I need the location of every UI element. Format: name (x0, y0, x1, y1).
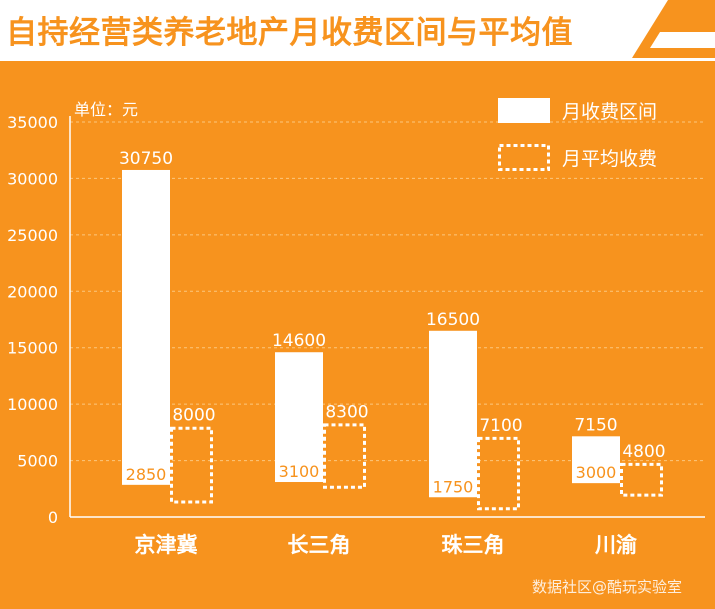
x-category-label: 珠三角 (442, 533, 505, 557)
data-label-average: 8300 (325, 402, 368, 422)
data-label-average: 8000 (172, 406, 215, 426)
legend-swatch-dashed (498, 144, 550, 171)
title-bar-shape (0, 0, 715, 58)
y-tick-label: 20000 (7, 282, 58, 301)
y-tick-label: 5000 (17, 452, 58, 471)
bar-average (477, 436, 520, 511)
data-label-average: 7100 (479, 416, 522, 436)
y-tick-label: 10000 (7, 395, 58, 414)
data-label-high: 14600 (272, 331, 326, 351)
unit-label: 单位：元 (74, 100, 138, 119)
data-label-low: 3100 (279, 462, 320, 481)
bar-range (572, 436, 620, 484)
legend-label: 月收费区间 (562, 101, 657, 123)
x-category-label: 川渝 (594, 533, 638, 557)
data-label-high: 30750 (119, 149, 173, 169)
bar-range (122, 169, 170, 485)
data-label-average: 4800 (622, 442, 665, 462)
y-tick-label: 0 (48, 508, 58, 527)
bar-average (620, 462, 663, 497)
data-label-low: 3000 (576, 463, 617, 482)
y-tick-label: 15000 (7, 339, 58, 358)
legend-label: 月平均收费 (562, 148, 657, 170)
x-category-label: 长三角 (288, 533, 351, 557)
bar-range (275, 352, 323, 483)
data-label-low: 2850 (126, 465, 167, 484)
title-bar: 自持经营类养老地产月收费区间与平均值 (0, 0, 715, 58)
bar-range (429, 330, 477, 498)
title-underline (0, 58, 715, 61)
data-label-low: 1750 (433, 477, 474, 496)
y-tick-label: 25000 (7, 226, 58, 245)
data-label-high: 7150 (574, 415, 617, 435)
chart-title: 自持经营类养老地产月收费区间与平均值 (6, 15, 573, 51)
watermark: 数据社区@酷玩实验室 (532, 578, 683, 596)
x-category-label: 京津冀 (135, 533, 198, 557)
data-label-high: 16500 (426, 310, 480, 330)
y-tick-label: 35000 (7, 113, 58, 132)
y-tick-label: 30000 (7, 169, 58, 188)
legend-swatch-solid (498, 98, 550, 123)
bar-average (323, 423, 366, 489)
bar-average (170, 426, 213, 504)
